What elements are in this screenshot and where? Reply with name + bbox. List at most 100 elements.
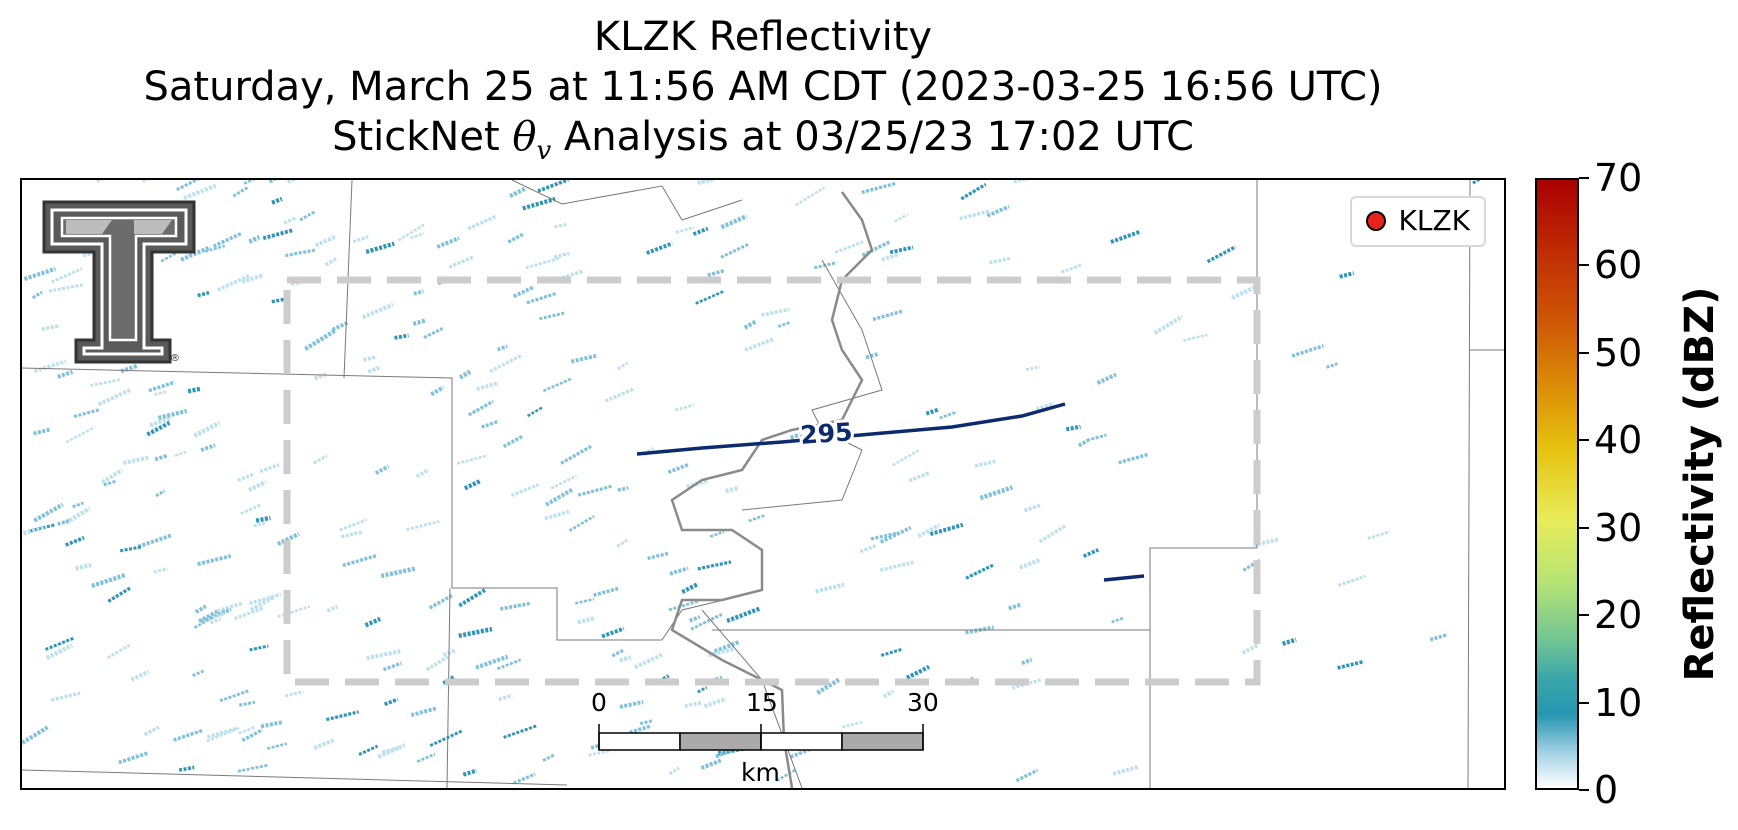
reflectivity-streak bbox=[697, 686, 708, 694]
reflectivity-streak bbox=[889, 245, 914, 255]
logo-inner-outline bbox=[50, 208, 188, 356]
reflectivity-streak bbox=[429, 729, 463, 747]
reflectivity-streak bbox=[669, 566, 689, 576]
reflectivity-streak bbox=[237, 763, 269, 773]
reflectivity-streak bbox=[1337, 574, 1367, 587]
reflectivity-streak bbox=[507, 231, 526, 244]
reflectivity-streak bbox=[834, 240, 865, 254]
reflectivity-streak bbox=[542, 377, 573, 393]
colorbar-tick-50 bbox=[1579, 351, 1589, 354]
reflectivity-streak bbox=[790, 431, 803, 440]
reflectivity-streak bbox=[467, 214, 497, 231]
reflectivity-streak bbox=[382, 661, 403, 672]
reflectivity-streak bbox=[397, 223, 425, 242]
radar-map[interactable]: 295 ® bbox=[22, 180, 1504, 788]
reflectivity-streak bbox=[103, 479, 116, 487]
title-line-1: KLZK Reflectivity bbox=[593, 14, 933, 60]
reflectivity-streak bbox=[646, 241, 673, 255]
reflectivity-streak bbox=[200, 443, 216, 452]
reflectivity-streak bbox=[285, 248, 316, 258]
reflectivity-streak bbox=[146, 420, 171, 437]
reflectivity-streak bbox=[1110, 229, 1141, 244]
reflectivity-streak bbox=[96, 180, 104, 183]
reflectivity-streak bbox=[917, 523, 941, 539]
reflectivity-streak bbox=[180, 245, 212, 262]
reflectivity-streak bbox=[475, 654, 509, 670]
contour-line-fragment bbox=[1103, 574, 1145, 582]
reflectivity-streak bbox=[577, 484, 613, 497]
reflectivity-streak bbox=[697, 180, 716, 185]
reflectivity-streak bbox=[499, 601, 530, 611]
reflectivity-streak bbox=[577, 616, 595, 625]
reflectivity-streak bbox=[412, 318, 427, 326]
reflectivity-streak bbox=[249, 594, 276, 612]
county-line-river-west bbox=[741, 259, 883, 511]
reflectivity-streak bbox=[697, 560, 732, 571]
county-line-east-step bbox=[1149, 180, 1258, 630]
scale-segment-4 bbox=[841, 732, 924, 751]
contour-line-main bbox=[636, 402, 1066, 456]
reflectivity-streak bbox=[326, 604, 339, 613]
reflectivity-streak bbox=[143, 725, 160, 737]
reflectivity-streak bbox=[374, 464, 390, 475]
colorbar-label-10: 10 bbox=[1594, 680, 1643, 725]
reflectivity-streak bbox=[212, 232, 242, 248]
reflectivity-streak bbox=[1241, 643, 1260, 655]
reflectivity-streak bbox=[367, 365, 380, 374]
reflectivity-streak bbox=[725, 485, 739, 494]
map-legend: KLZK bbox=[1350, 196, 1486, 247]
reflectivity-streak bbox=[522, 196, 556, 211]
reflectivity-streak bbox=[286, 180, 298, 184]
reflectivity-streak bbox=[219, 689, 250, 703]
reflectivity-streak bbox=[496, 658, 522, 670]
reflectivity-streak bbox=[675, 226, 695, 234]
title-line-3-suffix: Analysis at 03/25/23 17:02 UTC bbox=[551, 114, 1194, 160]
reflectivity-streak bbox=[313, 738, 335, 750]
reflectivity-streak bbox=[720, 214, 748, 230]
reflectivity-streak bbox=[57, 369, 74, 379]
reflectivity-streak bbox=[1035, 401, 1056, 412]
reflectivity-streak bbox=[65, 425, 96, 444]
reflectivity-streak bbox=[959, 209, 991, 221]
reflectivity-streak bbox=[216, 601, 243, 613]
reflectivity-streak bbox=[689, 615, 701, 623]
reflectivity-streak bbox=[1281, 637, 1297, 646]
reflectivity-streak bbox=[45, 643, 73, 660]
reflectivity-streak bbox=[44, 636, 75, 651]
map-panel[interactable]: 295 ® KLZK 0 15 30 km bbox=[20, 178, 1506, 790]
reflectivity-streak bbox=[157, 408, 188, 420]
title-line-3: StickNet θv Analysis at 03/25/23 17:02 U… bbox=[20, 112, 1506, 176]
contour-label: 295 bbox=[799, 417, 853, 450]
reflectivity-streak bbox=[761, 307, 790, 317]
reflectivity-streak bbox=[601, 626, 625, 639]
reflectivity-streak bbox=[173, 728, 204, 742]
reflectivity-streak bbox=[448, 255, 474, 269]
reflectivity-streak bbox=[73, 407, 101, 418]
reflectivity-streak bbox=[879, 560, 914, 572]
county-line-bottom bbox=[22, 769, 568, 786]
reflectivity-streak bbox=[340, 530, 364, 539]
reflectivity-streak bbox=[929, 522, 964, 537]
reflectivity-streak bbox=[248, 234, 261, 244]
reflectivity-streak bbox=[206, 727, 237, 739]
logo-highlight bbox=[66, 220, 112, 234]
reflectivity-streak bbox=[33, 502, 64, 523]
reflectivity-streak bbox=[107, 586, 132, 603]
logo-highlight-2 bbox=[134, 220, 172, 234]
reflectivity-streak bbox=[667, 462, 690, 474]
reflectivity-streak bbox=[34, 359, 67, 373]
reflectivity-streak bbox=[458, 626, 493, 639]
reflectivity-streak bbox=[394, 333, 409, 340]
reflectivity-streak bbox=[974, 459, 996, 468]
reflectivity-streak bbox=[1060, 263, 1083, 274]
reflectivity-streak bbox=[409, 232, 425, 240]
reflectivity-streak bbox=[720, 242, 750, 259]
reflectivity-streak bbox=[925, 407, 940, 416]
reflectivity-streak bbox=[90, 378, 122, 387]
reflectivity-streak bbox=[692, 226, 709, 236]
reflectivity-streak bbox=[299, 210, 316, 222]
river-line bbox=[670, 191, 874, 788]
reflectivity-streak bbox=[1153, 314, 1184, 335]
colorbar-label-20: 20 bbox=[1594, 593, 1643, 638]
reflectivity-streak bbox=[91, 572, 127, 588]
